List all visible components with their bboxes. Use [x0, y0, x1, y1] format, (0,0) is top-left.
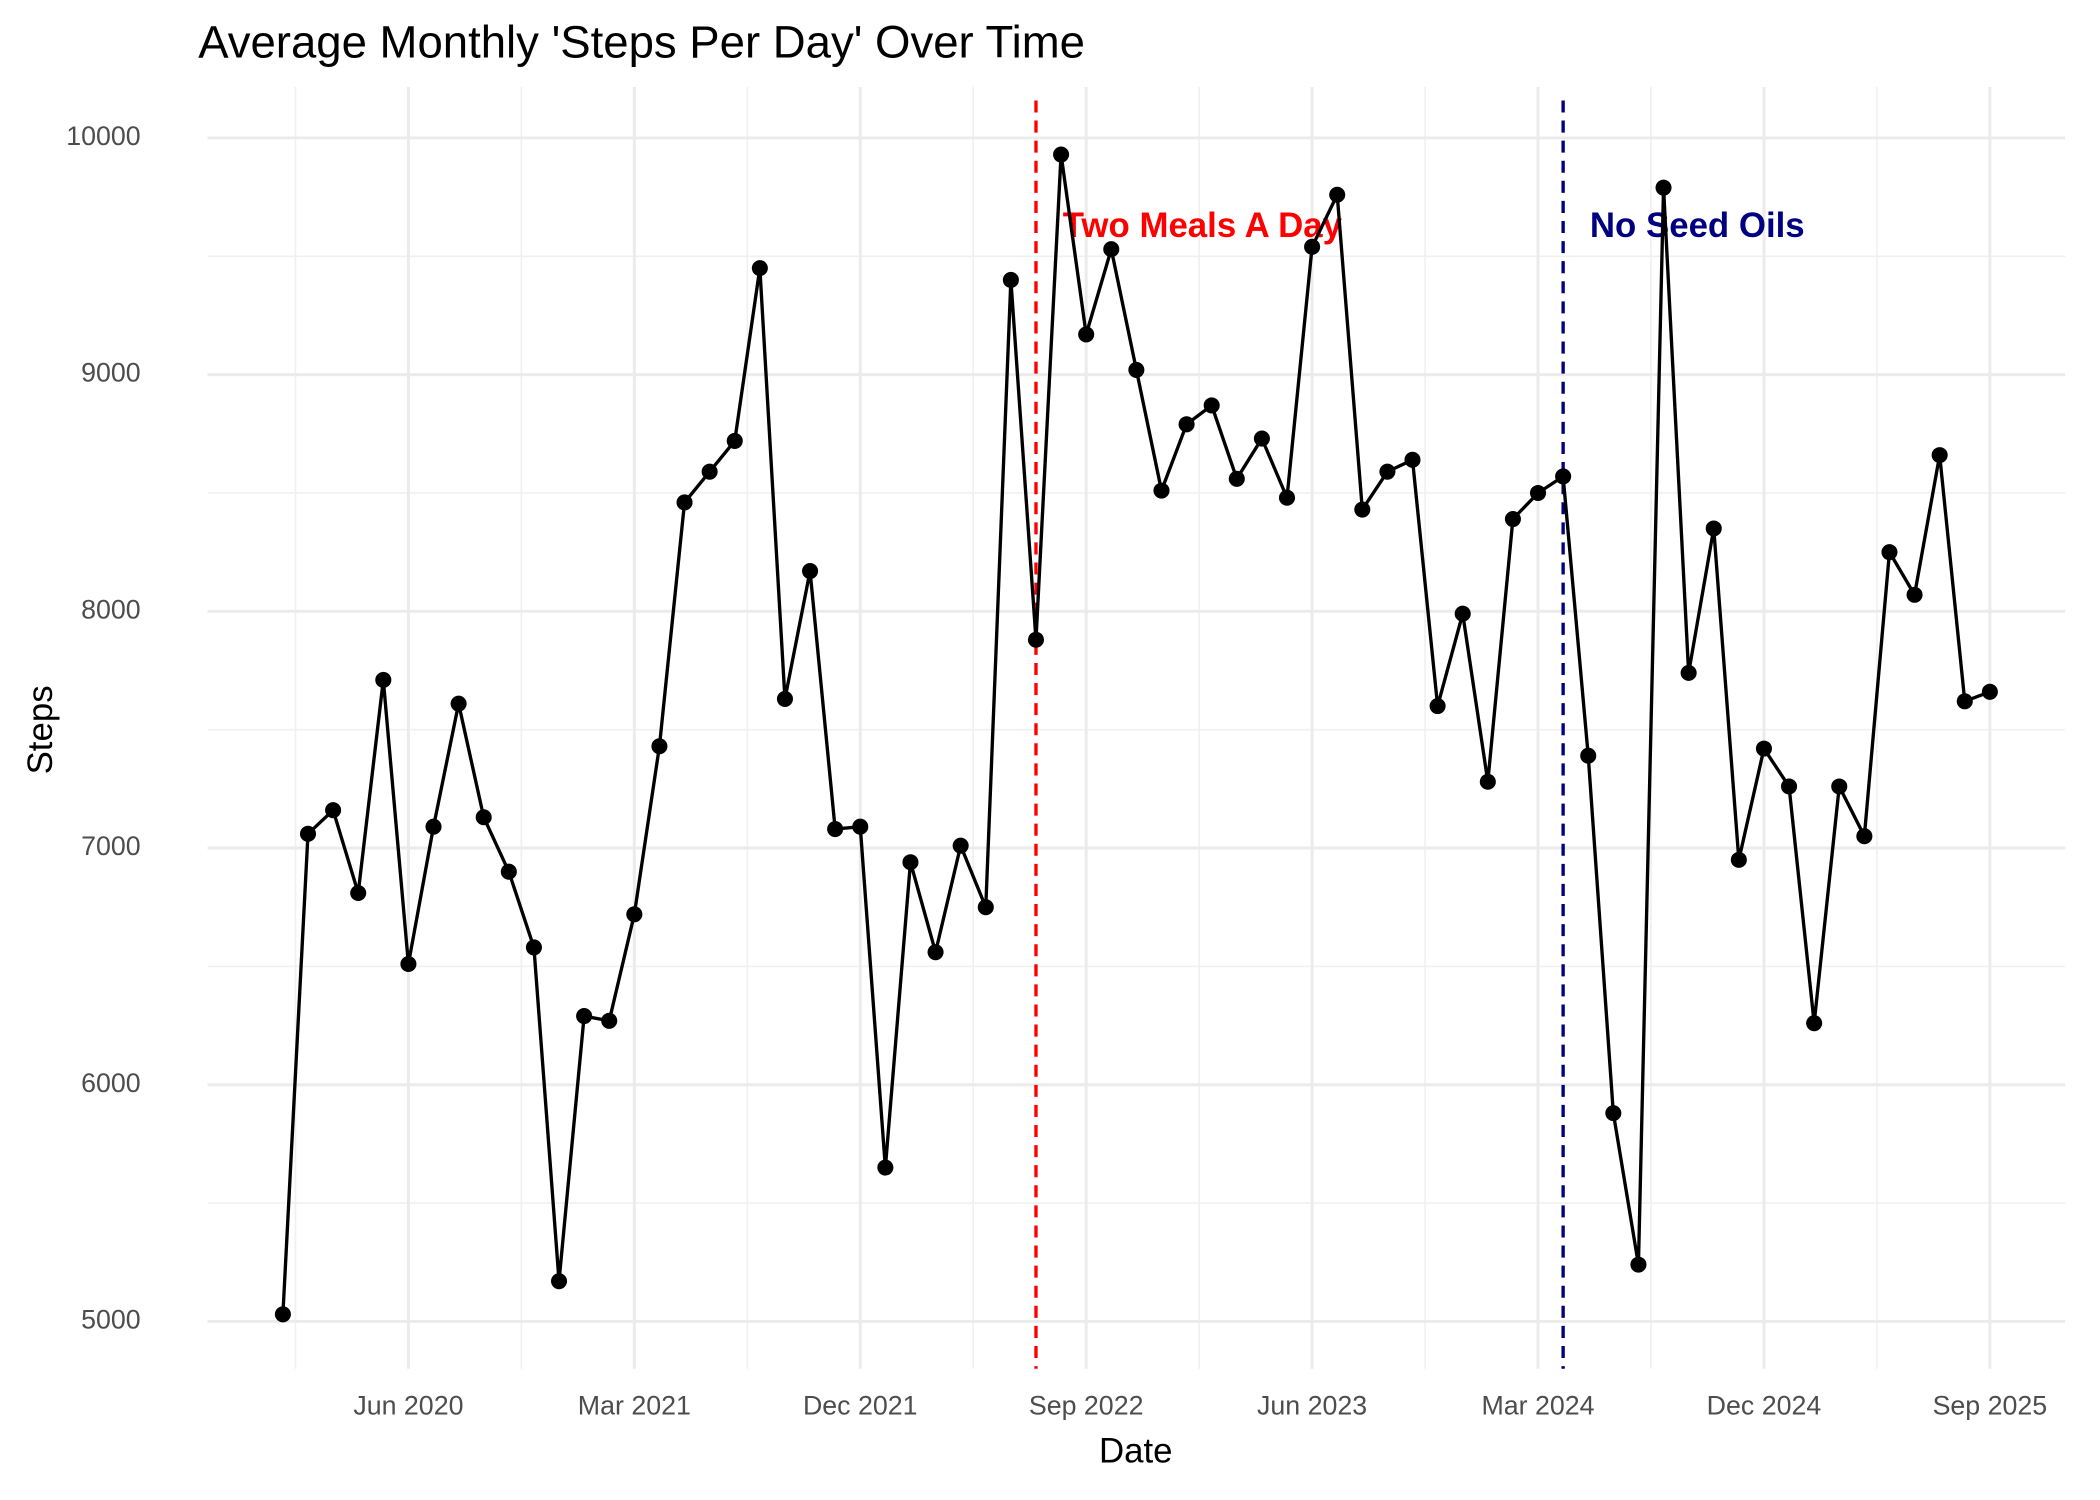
- data-point: [1781, 778, 1798, 795]
- data-point: [802, 563, 819, 580]
- data-point: [1755, 740, 1772, 757]
- data-point: [827, 821, 844, 838]
- data-point: [1078, 326, 1095, 343]
- data-line: [281, 154, 1991, 1315]
- data-point: [1178, 416, 1195, 433]
- data-point: [325, 802, 342, 819]
- data-point: [977, 899, 994, 916]
- data-point: [1981, 683, 1998, 700]
- x-tick-label: Dec 2024: [1707, 1391, 1822, 1421]
- data-point: [1429, 697, 1446, 715]
- data-point: [1881, 544, 1898, 561]
- data-point: [1504, 510, 1521, 528]
- data-point: [902, 854, 919, 871]
- data-point: [475, 809, 492, 826]
- x-tick-label: Sep 2025: [1933, 1391, 2048, 1421]
- data-point: [1605, 1105, 1622, 1122]
- data-point: [1278, 489, 1296, 506]
- data-point: [1479, 773, 1496, 790]
- data-point: [1906, 586, 1923, 603]
- y-tick-label: 6000: [81, 1068, 141, 1098]
- data-point: [626, 906, 643, 923]
- data-point: [1655, 179, 1672, 196]
- data-point: [500, 863, 517, 880]
- data-point: [1831, 778, 1848, 795]
- y-tick-label: 8000: [81, 594, 141, 624]
- data-point: [952, 837, 969, 854]
- data-point: [1404, 451, 1421, 468]
- data-point: [550, 1273, 568, 1290]
- data-point: [852, 818, 869, 835]
- data-point: [1153, 482, 1170, 499]
- data-point: [927, 944, 944, 961]
- data-point: [1379, 463, 1396, 480]
- data-point: [1529, 484, 1547, 502]
- data-point: [726, 432, 743, 449]
- data-point: [1580, 747, 1597, 764]
- x-tick-label: Mar 2021: [578, 1391, 691, 1421]
- data-point: [1856, 828, 1873, 845]
- data-point: [676, 494, 693, 511]
- y-axis-title: Steps: [21, 685, 60, 774]
- data-point: [1128, 361, 1145, 378]
- data-point: [701, 463, 718, 480]
- x-tick-label: Jun 2023: [1257, 1391, 1367, 1421]
- data-point: [350, 884, 367, 902]
- data-point: [274, 1306, 291, 1323]
- data-point: [1931, 447, 1948, 464]
- data-point: [1680, 664, 1697, 681]
- data-point: [400, 955, 417, 973]
- data-point: [1806, 1015, 1823, 1032]
- data-point: [877, 1159, 894, 1176]
- data-point: [1705, 520, 1722, 537]
- annotation: No Seed Oils: [1590, 206, 1805, 245]
- y-tick-label: 5000: [81, 1304, 141, 1334]
- data-point: [375, 671, 392, 689]
- data-point: [1354, 501, 1371, 518]
- x-tick-label: Dec 2021: [803, 1391, 918, 1421]
- data-point: [425, 818, 442, 835]
- x-tick-label: Jun 2020: [353, 1391, 463, 1421]
- data-point: [1103, 241, 1120, 258]
- data-point: [751, 260, 768, 277]
- data-point: [1053, 146, 1070, 163]
- data-point: [1329, 186, 1346, 203]
- data-point: [1454, 605, 1471, 622]
- y-tick-label: 10000: [66, 121, 140, 151]
- data-point: [450, 695, 467, 712]
- data-point: [1228, 470, 1245, 487]
- data-point: [1956, 693, 1973, 710]
- data-point: [601, 1012, 618, 1029]
- data-point: [1730, 851, 1747, 868]
- x-tick-label: Mar 2024: [1481, 1391, 1594, 1421]
- data-point: [525, 939, 542, 956]
- data-point: [651, 738, 668, 755]
- data-point: [1630, 1256, 1647, 1273]
- data-point: [1253, 430, 1270, 447]
- y-tick-label: 7000: [81, 831, 141, 861]
- data-point: [1203, 397, 1220, 414]
- annotation: Two Meals A Day: [1063, 206, 1343, 245]
- data-point: [1304, 238, 1321, 255]
- data-point: [1555, 468, 1572, 485]
- y-tick-label: 9000: [81, 358, 141, 388]
- data-point: [1002, 271, 1019, 288]
- x-tick-label: Sep 2022: [1029, 1391, 1144, 1421]
- data-point: [776, 690, 793, 707]
- x-axis-title: Date: [1099, 1431, 1173, 1470]
- data-point: [576, 1008, 593, 1025]
- data-point: [299, 825, 317, 842]
- chart-title: Average Monthly 'Steps Per Day' Over Tim…: [198, 17, 1085, 68]
- data-point: [1027, 631, 1045, 648]
